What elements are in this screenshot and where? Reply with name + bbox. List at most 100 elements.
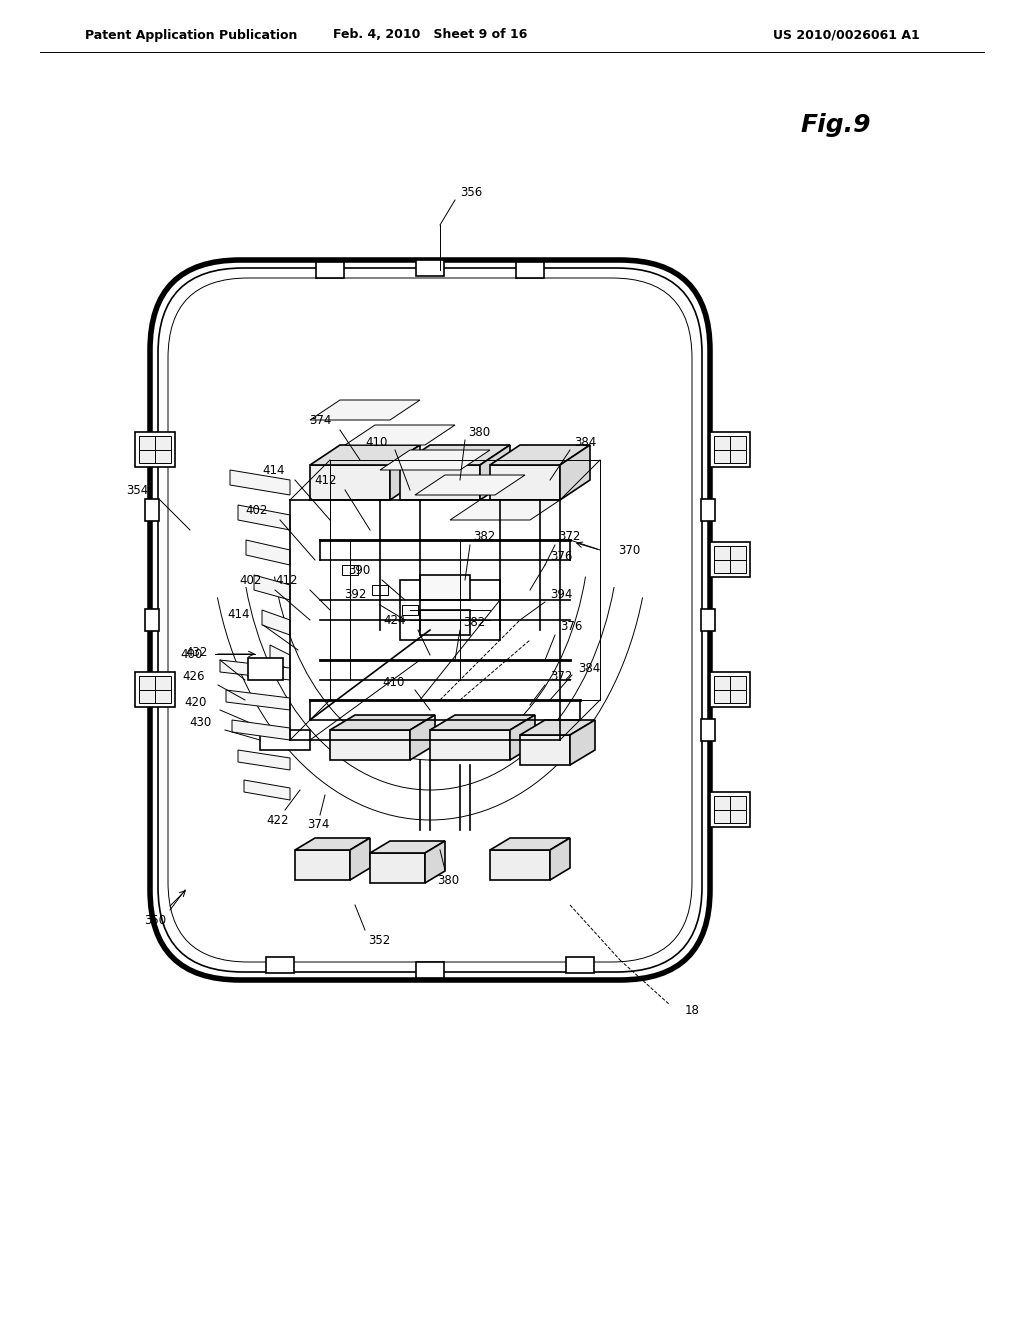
Text: 392: 392	[345, 589, 367, 602]
Bar	[710, 543, 750, 577]
Text: 384: 384	[574, 436, 596, 449]
Text: 376: 376	[560, 620, 583, 634]
Bar	[145, 499, 159, 521]
Polygon shape	[345, 425, 455, 445]
Bar	[701, 719, 715, 741]
Bar	[490, 465, 560, 500]
Text: 354: 354	[126, 483, 148, 496]
Text: 374: 374	[307, 818, 329, 832]
Text: 410: 410	[366, 436, 388, 449]
Text: 372: 372	[550, 671, 572, 684]
Text: 380: 380	[468, 425, 490, 438]
Text: Feb. 4, 2010   Sheet 9 of 16: Feb. 4, 2010 Sheet 9 of 16	[333, 29, 527, 41]
Bar	[135, 672, 175, 708]
Polygon shape	[350, 838, 370, 880]
Polygon shape	[510, 715, 535, 760]
Text: 426: 426	[182, 671, 205, 684]
Bar	[420, 610, 470, 635]
Bar	[714, 436, 746, 463]
Text: 350: 350	[144, 913, 166, 927]
Polygon shape	[260, 730, 310, 750]
Polygon shape	[310, 400, 420, 420]
Polygon shape	[295, 838, 370, 850]
Bar	[400, 579, 500, 640]
Bar	[520, 735, 570, 766]
Polygon shape	[550, 838, 570, 880]
Polygon shape	[254, 576, 290, 601]
Polygon shape	[370, 841, 445, 853]
Bar	[416, 260, 444, 276]
Bar	[266, 957, 294, 973]
Bar	[400, 465, 480, 500]
Polygon shape	[232, 719, 290, 741]
Polygon shape	[480, 445, 510, 500]
Text: 420: 420	[184, 696, 207, 709]
Polygon shape	[244, 780, 290, 800]
Bar	[295, 850, 350, 880]
Bar	[420, 576, 470, 601]
Polygon shape	[262, 610, 290, 635]
Bar	[710, 792, 750, 828]
Polygon shape	[450, 500, 560, 520]
Polygon shape	[310, 445, 420, 465]
Polygon shape	[400, 445, 510, 465]
Polygon shape	[490, 445, 590, 465]
Text: 402: 402	[240, 573, 262, 586]
Text: 370: 370	[618, 544, 640, 557]
Polygon shape	[380, 450, 490, 470]
Text: 402: 402	[246, 503, 268, 516]
Text: 400: 400	[181, 648, 203, 660]
Polygon shape	[490, 838, 570, 850]
Bar	[330, 730, 410, 760]
Text: 356: 356	[460, 186, 482, 198]
Text: 412: 412	[314, 474, 337, 487]
Text: 430: 430	[189, 715, 212, 729]
Text: 374: 374	[309, 413, 332, 426]
Polygon shape	[560, 445, 590, 500]
Text: 432: 432	[185, 645, 208, 659]
Bar	[402, 605, 418, 615]
Text: 18: 18	[685, 1003, 699, 1016]
Polygon shape	[220, 660, 290, 680]
Bar	[145, 609, 159, 631]
Text: Patent Application Publication: Patent Application Publication	[85, 29, 297, 41]
Bar	[430, 730, 510, 760]
Polygon shape	[425, 841, 445, 883]
Polygon shape	[415, 475, 525, 495]
Bar	[710, 432, 750, 467]
Polygon shape	[410, 715, 435, 760]
Bar	[566, 957, 594, 973]
Text: 394: 394	[550, 589, 572, 602]
Bar	[701, 499, 715, 521]
Bar	[316, 261, 344, 279]
Text: 372: 372	[558, 531, 581, 544]
Bar	[370, 853, 425, 883]
Text: US 2010/0026061 A1: US 2010/0026061 A1	[773, 29, 920, 41]
Polygon shape	[238, 506, 290, 531]
Polygon shape	[230, 470, 290, 495]
Bar	[490, 850, 550, 880]
Text: 382: 382	[463, 615, 485, 628]
Bar	[139, 676, 171, 704]
Polygon shape	[246, 540, 290, 565]
Polygon shape	[238, 750, 290, 770]
Bar	[248, 657, 283, 680]
Bar	[701, 609, 715, 631]
Bar	[372, 585, 388, 595]
Bar	[416, 962, 444, 978]
Text: 424: 424	[384, 614, 406, 627]
Text: 352: 352	[368, 933, 390, 946]
Text: 390: 390	[348, 564, 370, 577]
Polygon shape	[226, 690, 290, 710]
Polygon shape	[270, 645, 290, 671]
Bar	[310, 465, 390, 500]
Text: 380: 380	[437, 874, 459, 887]
Bar	[714, 676, 746, 704]
Bar	[710, 672, 750, 708]
Polygon shape	[430, 715, 535, 730]
Text: 376: 376	[550, 550, 572, 564]
Polygon shape	[330, 715, 435, 730]
Text: 384: 384	[578, 661, 600, 675]
Text: 414: 414	[227, 609, 250, 622]
Text: Fig.9: Fig.9	[800, 114, 870, 137]
